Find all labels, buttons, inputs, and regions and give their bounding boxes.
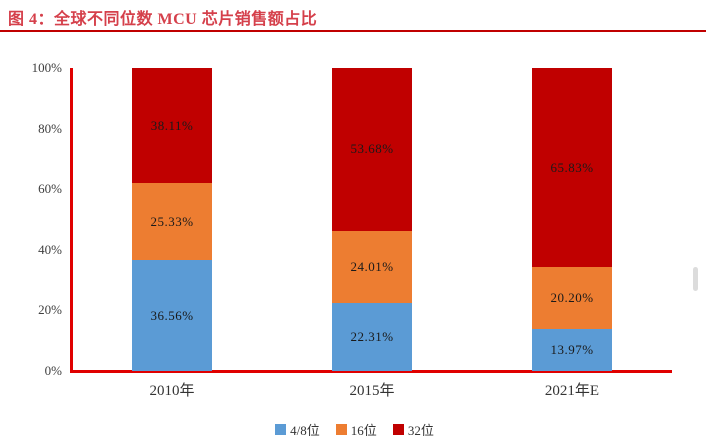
bar-data-label: 25.33% [150, 213, 194, 229]
vertical-scrollbar-thumb[interactable] [693, 267, 698, 291]
bar-segment-4/8位-2010年: 36.56% [132, 260, 212, 371]
chart-legend: 4/8位 16位 32位 [0, 420, 709, 439]
x-axis-category-label: 2021年E [544, 383, 600, 399]
bar-data-label: 53.68% [350, 141, 394, 157]
legend-item-32位: 32位 [392, 420, 434, 439]
y-axis-tick-label: 40% [38, 241, 62, 257]
bar-segment-32位-2021年E: 65.83% [532, 68, 612, 268]
x-axis-category-label: 2015年 [349, 383, 395, 399]
bar-segment-32位-2010年: 38.11% [132, 68, 212, 184]
bar-segment-32位-2015年: 53.68% [332, 68, 412, 231]
legend-swatch-icon [392, 424, 404, 435]
bar-segment-4/8位-2021年E: 13.97% [532, 328, 612, 371]
legend-label: 4/8位 [290, 423, 320, 438]
bar-data-label: 20.20% [550, 290, 594, 306]
y-axis-tick-label: 60% [38, 181, 62, 197]
y-axis-tick-label: 100% [31, 60, 62, 75]
x-axis-category-label: 2010年 [149, 383, 195, 399]
y-axis-line [70, 68, 73, 372]
legend-label: 32位 [407, 423, 434, 438]
legend-swatch-icon [275, 424, 287, 435]
bar-data-label: 65.83% [550, 159, 594, 175]
bar-segment-16位-2010年: 25.33% [132, 183, 212, 261]
y-axis-tick-label: 80% [38, 120, 62, 136]
bar-data-label: 36.56% [150, 307, 194, 323]
title-underline [0, 30, 706, 32]
figure-title: 图 4：全球不同位数 MCU 芯片销售额占比 [8, 11, 318, 28]
y-axis-tick-label: 0% [44, 363, 62, 378]
legend-item-16位: 16位 [335, 420, 377, 439]
legend-label: 16位 [350, 423, 377, 438]
bar-segment-4/8位-2015年: 22.31% [332, 303, 412, 371]
bar-segment-16位-2021年E: 20.20% [532, 267, 612, 329]
y-axis-tick-label: 20% [38, 302, 62, 318]
legend-item-4/8位: 4/8位 [275, 420, 320, 439]
bar-data-label: 38.11% [150, 117, 194, 133]
bar-segment-16位-2015年: 24.01% [332, 230, 412, 304]
bar-data-label: 13.97% [550, 341, 594, 357]
bar-data-label: 24.01% [350, 259, 394, 275]
bar-data-label: 22.31% [350, 329, 394, 345]
x-axis-line [70, 370, 672, 373]
legend-swatch-icon [335, 424, 347, 435]
